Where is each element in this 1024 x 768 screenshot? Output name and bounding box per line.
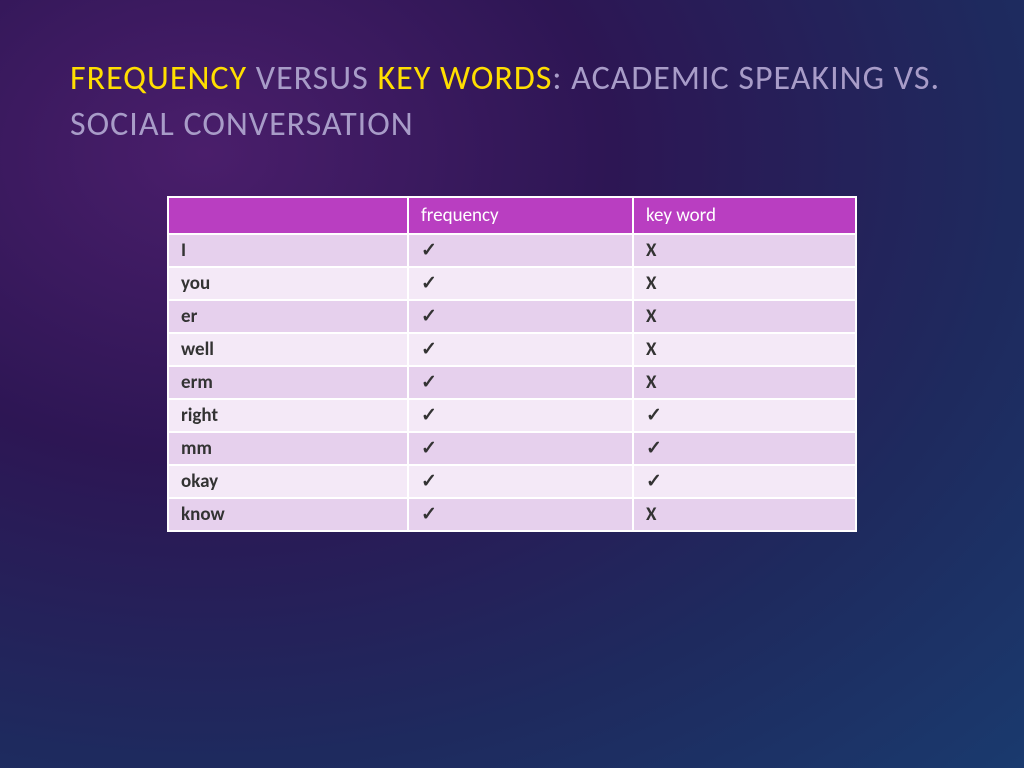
cell-key: ✓ bbox=[633, 399, 856, 432]
cell-word: okay bbox=[168, 465, 408, 498]
cell-word: er bbox=[168, 300, 408, 333]
table-header-row: frequency key word bbox=[168, 197, 856, 234]
slide: FREQUENCY VERSUS KEY WORDS: ACADEMIC SPE… bbox=[0, 0, 1024, 768]
cell-freq: ✓ bbox=[408, 432, 633, 465]
cell-freq: ✓ bbox=[408, 498, 633, 531]
cell-freq: ✓ bbox=[408, 267, 633, 300]
header-word bbox=[168, 197, 408, 234]
cell-key: ✓ bbox=[633, 465, 856, 498]
cell-freq: ✓ bbox=[408, 399, 633, 432]
cell-word: mm bbox=[168, 432, 408, 465]
cell-word: right bbox=[168, 399, 408, 432]
cell-word: I bbox=[168, 234, 408, 267]
table-row: know ✓ X bbox=[168, 498, 856, 531]
cell-word: you bbox=[168, 267, 408, 300]
title-highlight-1: FREQUENCY bbox=[70, 58, 247, 99]
table-row: okay ✓ ✓ bbox=[168, 465, 856, 498]
cell-word: well bbox=[168, 333, 408, 366]
table-container: frequency key word I ✓ X you ✓ X er ✓ bbox=[70, 196, 954, 532]
table-row: you ✓ X bbox=[168, 267, 856, 300]
cell-key: X bbox=[633, 267, 856, 300]
comparison-table: frequency key word I ✓ X you ✓ X er ✓ bbox=[167, 196, 857, 532]
cell-freq: ✓ bbox=[408, 366, 633, 399]
table-row: well ✓ X bbox=[168, 333, 856, 366]
cell-key: X bbox=[633, 333, 856, 366]
table-row: er ✓ X bbox=[168, 300, 856, 333]
cell-freq: ✓ bbox=[408, 465, 633, 498]
cell-key: X bbox=[633, 498, 856, 531]
cell-freq: ✓ bbox=[408, 300, 633, 333]
slide-title: FREQUENCY VERSUS KEY WORDS: ACADEMIC SPE… bbox=[70, 56, 954, 148]
cell-key: X bbox=[633, 300, 856, 333]
cell-key: ✓ bbox=[633, 432, 856, 465]
cell-freq: ✓ bbox=[408, 333, 633, 366]
cell-key: X bbox=[633, 234, 856, 267]
table-row: mm ✓ ✓ bbox=[168, 432, 856, 465]
title-text-1: VERSUS bbox=[247, 58, 377, 99]
cell-word: know bbox=[168, 498, 408, 531]
table-row: I ✓ X bbox=[168, 234, 856, 267]
cell-freq: ✓ bbox=[408, 234, 633, 267]
cell-key: X bbox=[633, 366, 856, 399]
title-highlight-2: KEY WORDS bbox=[377, 58, 552, 99]
table-row: erm ✓ X bbox=[168, 366, 856, 399]
cell-word: erm bbox=[168, 366, 408, 399]
header-keyword: key word bbox=[633, 197, 856, 234]
table-row: right ✓ ✓ bbox=[168, 399, 856, 432]
table-body: I ✓ X you ✓ X er ✓ X well ✓ X bbox=[168, 234, 856, 531]
header-frequency: frequency bbox=[408, 197, 633, 234]
